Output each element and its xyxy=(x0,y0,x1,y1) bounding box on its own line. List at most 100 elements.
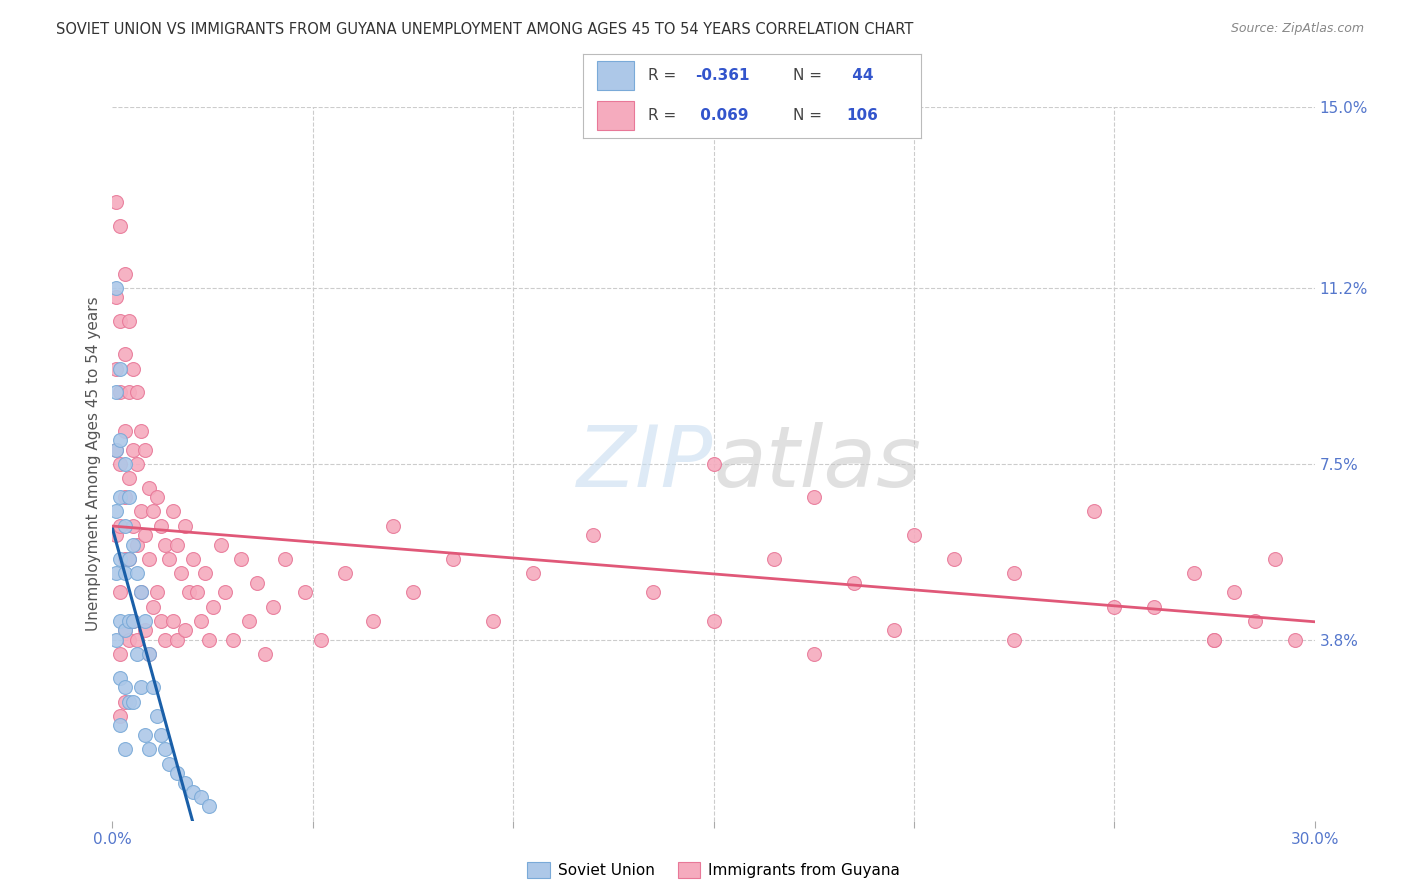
Point xyxy=(141,504,163,518)
Point xyxy=(134,528,156,542)
Point xyxy=(105,385,128,400)
Point xyxy=(309,632,332,647)
Point xyxy=(114,566,136,581)
Point xyxy=(114,681,136,695)
Text: -0.361: -0.361 xyxy=(695,68,749,83)
Point xyxy=(117,614,139,628)
Point xyxy=(110,709,132,723)
Point xyxy=(942,552,965,566)
Point xyxy=(246,575,269,590)
Point xyxy=(105,566,128,581)
Point xyxy=(1264,552,1286,566)
Point xyxy=(482,614,505,628)
Point xyxy=(582,528,605,542)
Point xyxy=(382,518,405,533)
Point xyxy=(173,518,195,533)
Point xyxy=(110,457,132,471)
Point xyxy=(361,614,384,628)
Point xyxy=(1204,632,1226,647)
Point xyxy=(117,695,139,709)
Point xyxy=(169,566,191,581)
Point xyxy=(121,695,143,709)
Point xyxy=(105,361,128,376)
Point xyxy=(110,490,132,504)
Point xyxy=(1083,504,1105,518)
Point xyxy=(702,457,725,471)
Point xyxy=(114,267,136,281)
Point xyxy=(105,632,128,647)
Point xyxy=(166,766,188,780)
Text: Source: ZipAtlas.com: Source: ZipAtlas.com xyxy=(1230,22,1364,36)
Point xyxy=(1223,585,1246,599)
Point xyxy=(229,552,252,566)
Point xyxy=(110,219,132,233)
Point xyxy=(129,585,152,599)
Point xyxy=(134,614,156,628)
Point xyxy=(125,457,148,471)
Point xyxy=(110,647,132,661)
Point xyxy=(145,585,167,599)
Point xyxy=(105,290,128,304)
Point xyxy=(125,632,148,647)
Point xyxy=(883,624,905,638)
Point xyxy=(333,566,356,581)
Point xyxy=(238,614,260,628)
Point xyxy=(121,442,143,457)
Point xyxy=(253,647,276,661)
Point xyxy=(117,471,139,485)
Point xyxy=(173,775,195,789)
Point xyxy=(402,585,425,599)
Point xyxy=(702,614,725,628)
Point xyxy=(110,718,132,732)
Point xyxy=(105,442,128,457)
Point xyxy=(162,504,184,518)
Point xyxy=(194,566,217,581)
Point xyxy=(105,504,128,518)
Point xyxy=(1243,614,1265,628)
Point xyxy=(153,742,176,756)
Point xyxy=(903,528,925,542)
Point xyxy=(121,361,143,376)
Point xyxy=(105,281,128,295)
Point xyxy=(153,632,176,647)
Point xyxy=(110,433,132,447)
Point xyxy=(110,585,132,599)
Point xyxy=(125,647,148,661)
Point xyxy=(186,585,208,599)
Point xyxy=(197,799,219,814)
Point xyxy=(114,424,136,438)
Point xyxy=(842,575,865,590)
Point xyxy=(117,632,139,647)
Point xyxy=(181,785,204,799)
Point xyxy=(522,566,544,581)
Point xyxy=(145,709,167,723)
Point xyxy=(125,385,148,400)
Point xyxy=(157,756,180,771)
Point xyxy=(129,681,152,695)
Point xyxy=(190,614,212,628)
Point xyxy=(173,624,195,638)
Point xyxy=(138,481,160,495)
Point xyxy=(114,624,136,638)
Point xyxy=(197,632,219,647)
Point xyxy=(201,599,224,614)
Y-axis label: Unemployment Among Ages 45 to 54 years: Unemployment Among Ages 45 to 54 years xyxy=(86,296,101,632)
Point xyxy=(105,195,128,210)
Point xyxy=(157,552,180,566)
Point xyxy=(138,647,160,661)
Point xyxy=(114,347,136,361)
Point xyxy=(141,599,163,614)
Point xyxy=(762,552,785,566)
Point xyxy=(134,728,156,742)
Point xyxy=(134,624,156,638)
Point xyxy=(121,518,143,533)
Point xyxy=(138,647,160,661)
Bar xyxy=(598,62,634,90)
Point xyxy=(1184,566,1206,581)
Text: ZIP: ZIP xyxy=(578,422,713,506)
Point xyxy=(114,624,136,638)
Point xyxy=(129,424,152,438)
Text: 0.069: 0.069 xyxy=(695,108,748,123)
Point xyxy=(209,538,232,552)
Point xyxy=(262,599,284,614)
